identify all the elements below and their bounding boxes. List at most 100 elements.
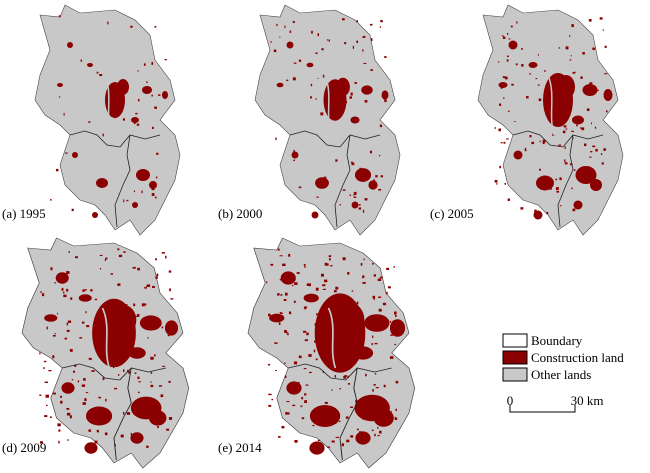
construction-land	[373, 274, 376, 277]
construction-land	[286, 333, 289, 336]
construction-land	[356, 20, 358, 23]
construction-land	[322, 74, 325, 78]
construction-land	[529, 72, 531, 75]
construction-land	[559, 177, 562, 181]
legend-label: Boundary	[531, 333, 583, 348]
construction-land	[395, 417, 398, 420]
panel-labels: (a) 1995 (b) 2000 (c) 2005 (d) 2009 (e) 2014	[2, 206, 474, 455]
construction-land	[311, 30, 313, 34]
construction-land	[67, 439, 69, 441]
construction-land	[161, 252, 166, 254]
construction-land	[61, 382, 75, 394]
construction-land	[569, 163, 573, 166]
construction-land	[394, 343, 397, 346]
construction-land	[146, 285, 150, 288]
map-panel	[247, 237, 416, 469]
construction-land	[81, 321, 85, 324]
construction-land	[563, 125, 567, 128]
construction-land	[50, 267, 53, 271]
construction-land	[320, 273, 324, 277]
construction-land	[339, 204, 341, 206]
scale-line	[509, 405, 576, 413]
construction-land	[88, 357, 92, 360]
construction-land	[595, 148, 598, 152]
construction-land	[96, 71, 99, 74]
construction-land	[110, 340, 113, 342]
construction-land	[390, 334, 393, 336]
river	[104, 74, 112, 136]
construction-land	[336, 77, 350, 97]
construction-land	[122, 333, 124, 335]
construction-land	[268, 313, 271, 317]
construction-land	[102, 133, 104, 137]
construction-land	[277, 293, 280, 296]
construction-land	[371, 343, 373, 346]
construction-land	[309, 405, 341, 427]
construction-land	[355, 431, 371, 445]
construction-land	[361, 85, 373, 95]
construction-land	[589, 82, 593, 85]
construction-land	[353, 196, 357, 198]
construction-land	[511, 83, 514, 86]
construction-land	[106, 311, 108, 314]
construction-land	[99, 308, 103, 310]
construction-land	[304, 307, 307, 310]
construction-land	[345, 416, 349, 419]
construction-land	[380, 175, 384, 178]
construction-land	[107, 302, 110, 305]
construction-land	[146, 445, 149, 448]
construction-land	[333, 290, 337, 293]
construction-land	[565, 46, 569, 50]
construction-land	[346, 317, 349, 320]
construction-land	[303, 330, 307, 333]
construction-land	[298, 186, 302, 189]
construction-land	[286, 381, 302, 395]
construction-land	[335, 286, 339, 290]
river	[101, 307, 111, 369]
construction-land	[364, 99, 368, 103]
construction-land	[271, 398, 274, 401]
construction-land	[305, 384, 309, 386]
construction-land	[269, 313, 285, 323]
construction-land	[599, 17, 603, 20]
construction-land	[279, 312, 282, 314]
construction-land	[342, 257, 346, 261]
construction-land	[311, 211, 319, 219]
construction-land	[266, 281, 268, 284]
construction-land	[144, 303, 147, 306]
construction-land	[167, 334, 170, 337]
construction-land	[102, 377, 105, 381]
construction-land	[154, 106, 157, 109]
construction-land	[314, 323, 318, 326]
construction-land	[137, 376, 140, 380]
construction-land	[158, 94, 161, 96]
construction-land	[151, 62, 154, 65]
construction-land	[136, 123, 140, 126]
construction-land	[294, 282, 298, 285]
construction-land	[45, 394, 49, 398]
river	[547, 74, 555, 136]
construction-land	[52, 392, 56, 395]
construction-land	[69, 349, 73, 352]
construction-land	[580, 127, 582, 130]
construction-land	[303, 368, 307, 370]
construction-land	[514, 120, 516, 123]
construction-land	[507, 110, 510, 112]
construction-land	[289, 30, 292, 33]
construction-land	[99, 73, 103, 77]
construction-land	[372, 295, 376, 299]
construction-land	[375, 387, 379, 389]
construction-land	[378, 308, 382, 312]
construction-land	[580, 76, 583, 79]
construction-land	[342, 18, 345, 21]
construction-land	[393, 265, 395, 268]
construction-land	[133, 190, 135, 193]
construction-land	[304, 400, 307, 404]
construction-land	[338, 420, 341, 423]
construction-land	[315, 177, 329, 189]
construction-land	[77, 380, 80, 383]
construction-land	[314, 340, 316, 343]
construction-land	[141, 190, 143, 194]
construction-land	[344, 42, 347, 45]
construction-land	[284, 329, 287, 333]
